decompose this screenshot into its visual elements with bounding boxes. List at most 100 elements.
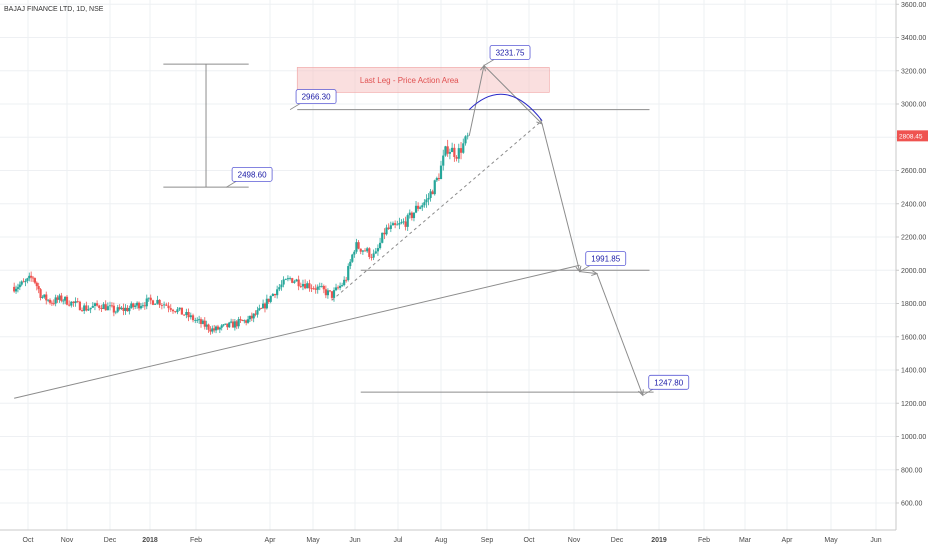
y-tick-label: 2600.00 xyxy=(901,168,926,175)
candle-body xyxy=(216,326,220,330)
candle-body xyxy=(442,155,445,166)
candle-body xyxy=(31,277,35,279)
callout-box xyxy=(648,374,690,390)
chart-title: BAJAJ FINANCE LTD, 1D, NSE xyxy=(4,6,104,13)
candle-body xyxy=(376,248,380,252)
candle-body xyxy=(239,319,242,321)
candle-body xyxy=(50,302,54,304)
candle-body xyxy=(228,322,231,328)
candle-body xyxy=(28,275,31,279)
candle-body xyxy=(389,225,392,229)
candle-body xyxy=(45,294,48,301)
candle-body xyxy=(13,286,16,292)
support-trendline xyxy=(14,264,580,399)
candle-body xyxy=(396,224,399,226)
candle-body xyxy=(374,251,377,254)
candle-body xyxy=(222,324,225,326)
candle-body xyxy=(370,256,373,258)
x-tick-label: Nov xyxy=(568,537,581,544)
callout-pointer xyxy=(642,388,653,396)
candle-body xyxy=(391,223,395,226)
candle-body xyxy=(381,232,384,243)
x-tick-label: Dec xyxy=(104,537,117,544)
candle-body xyxy=(336,287,340,289)
candle-body xyxy=(70,301,73,306)
x-tick-label: 2019 xyxy=(651,537,667,544)
y-tick-label: 2000.00 xyxy=(901,268,926,275)
candle-body xyxy=(135,302,139,306)
candle-body xyxy=(345,279,348,281)
candle-body xyxy=(218,327,221,330)
candle-body xyxy=(196,319,199,321)
candle-body xyxy=(16,287,20,289)
x-tick-label: May xyxy=(824,537,838,544)
candle-body xyxy=(451,147,454,153)
candle-body xyxy=(85,305,88,311)
candle-body xyxy=(128,308,131,312)
candle-body xyxy=(280,284,283,288)
callout-box xyxy=(585,251,627,267)
candle-body xyxy=(437,178,441,180)
candle-body xyxy=(446,146,449,154)
candle-body xyxy=(91,305,94,308)
candle-body xyxy=(366,248,369,252)
candle-body xyxy=(110,305,114,307)
candle-body xyxy=(455,156,458,159)
candle-body xyxy=(246,319,250,323)
candle-body xyxy=(310,288,313,290)
candle-body xyxy=(433,180,436,195)
candle-body xyxy=(120,307,123,310)
callout-pointer xyxy=(483,59,495,66)
candle-body xyxy=(132,303,135,307)
candle-body xyxy=(326,290,330,296)
candle-body xyxy=(156,299,159,304)
drawings: Last Leg - Price Action Area 3231.75 2966.… xyxy=(14,45,690,399)
candle-body xyxy=(295,279,298,282)
candle-body xyxy=(276,289,279,296)
y-tick-label: 1200.00 xyxy=(901,401,926,408)
candle-body xyxy=(383,232,386,235)
x-tick-label: Apr xyxy=(265,537,277,544)
candle-body xyxy=(378,242,382,249)
candle-body xyxy=(74,301,77,303)
candle-body xyxy=(183,314,186,316)
candle-body xyxy=(448,152,452,154)
candle-body xyxy=(167,305,170,309)
candle-body xyxy=(318,286,321,288)
candle-body xyxy=(214,326,218,331)
x-tick-label: Nov xyxy=(61,537,74,544)
candle-body xyxy=(385,227,388,235)
candle-body xyxy=(291,278,294,283)
candle-body xyxy=(65,296,69,305)
candle-body xyxy=(398,223,401,225)
candle-body xyxy=(301,283,305,287)
candle-body xyxy=(43,294,46,298)
candle-body xyxy=(410,212,413,219)
candle-body xyxy=(263,303,267,309)
candle-body xyxy=(439,165,443,180)
projection-path xyxy=(468,64,644,396)
candle-body xyxy=(314,288,317,290)
candle-body xyxy=(96,303,99,306)
x-tick-label: Aug xyxy=(435,537,448,544)
candle-body xyxy=(211,328,214,332)
candle-body xyxy=(322,285,325,290)
candle-body xyxy=(306,283,309,289)
candle-body xyxy=(466,135,469,137)
candle-body xyxy=(147,297,150,299)
candle-body xyxy=(205,324,208,327)
candle-body xyxy=(203,320,206,327)
topping-arc xyxy=(468,93,543,121)
price-action-area xyxy=(296,67,550,93)
projection-arrowhead xyxy=(479,64,486,72)
candle-body xyxy=(230,321,233,323)
price-action-area-label: Last Leg - Price Action Area xyxy=(360,76,459,85)
candle-body xyxy=(48,299,52,303)
candle-body xyxy=(112,305,115,313)
candle-body xyxy=(98,305,101,309)
callout-pointer xyxy=(289,103,301,110)
candle-body xyxy=(185,312,188,316)
candle-body xyxy=(284,279,287,281)
candle-body xyxy=(312,288,315,290)
